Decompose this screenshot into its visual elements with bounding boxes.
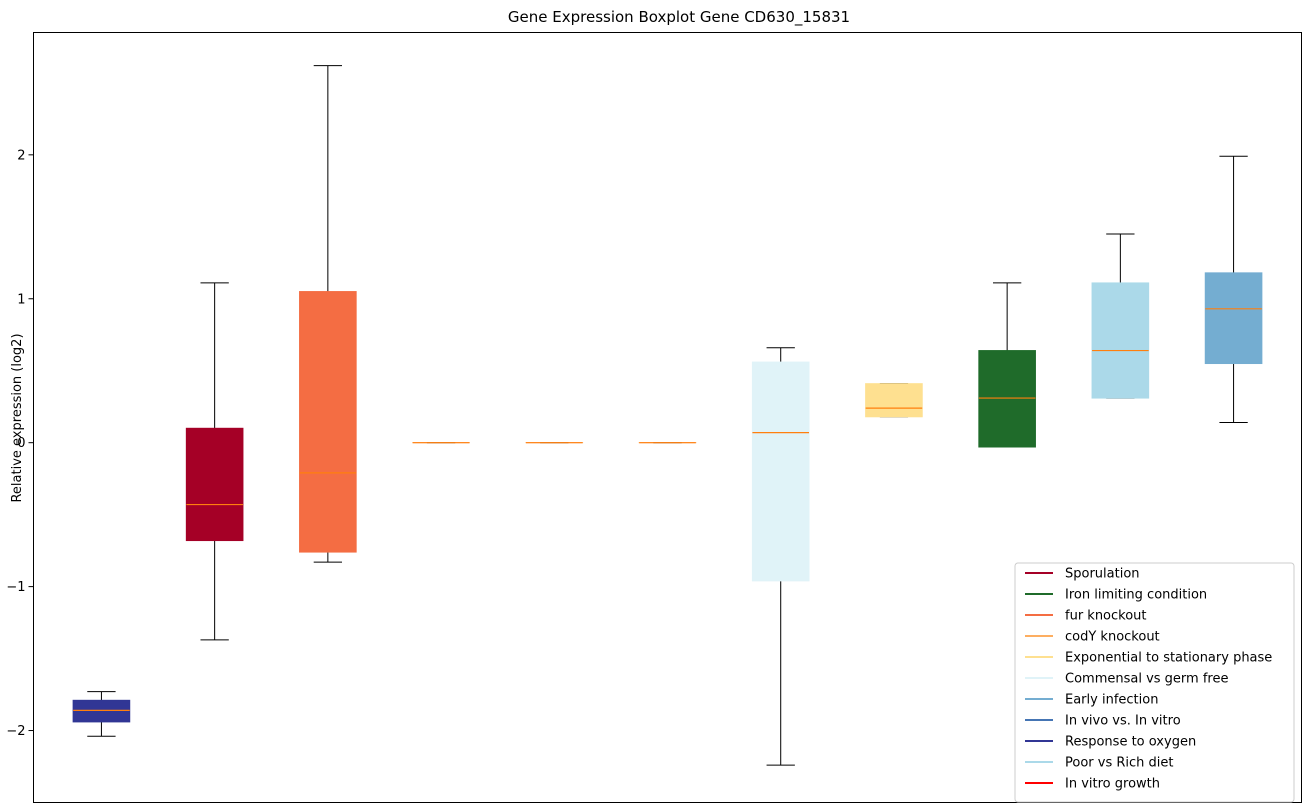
box-iqr bbox=[299, 291, 357, 553]
box-iqr bbox=[978, 350, 1036, 448]
box-iqr bbox=[1204, 272, 1263, 365]
box-iqr bbox=[185, 427, 244, 542]
legend-label: In vitro growth bbox=[1065, 777, 1160, 792]
y-axis: −2 −1 0 1 2 bbox=[6, 148, 34, 739]
box-iqr bbox=[1091, 282, 1150, 399]
plot-frame bbox=[33, 32, 1302, 803]
y-tick-label: 2 bbox=[17, 148, 25, 163]
y-tick-label: 1 bbox=[17, 292, 25, 307]
y-tick-label: −2 bbox=[6, 724, 25, 739]
y-tick-label: 0 bbox=[17, 436, 25, 451]
legend-label: Exponential to stationary phase bbox=[1065, 651, 1272, 666]
legend-label: In vivo vs. In vitro bbox=[1065, 714, 1181, 729]
box-group bbox=[185, 282, 244, 641]
box-group bbox=[299, 65, 357, 563]
box-group bbox=[1204, 155, 1263, 424]
box-group bbox=[1091, 233, 1150, 399]
legend-label: Early infection bbox=[1065, 693, 1158, 708]
legend-label: Poor vs Rich diet bbox=[1065, 756, 1173, 771]
legend-label: Commensal vs germ free bbox=[1065, 672, 1228, 687]
y-tick-label: −1 bbox=[6, 580, 25, 595]
box-group bbox=[978, 282, 1036, 448]
legend: Sporulation Iron limiting condition fur kn… bbox=[1014, 562, 1295, 803]
box-iqr bbox=[865, 383, 923, 418]
legend-label: Sporulation bbox=[1065, 567, 1140, 582]
legend-label: Iron limiting condition bbox=[1065, 588, 1207, 603]
box-iqr bbox=[751, 361, 810, 582]
legend-label: Response to oxygen bbox=[1065, 735, 1196, 750]
plot-area bbox=[72, 65, 1263, 766]
box-group bbox=[72, 691, 131, 737]
legend-label: codY knockout bbox=[1065, 630, 1160, 645]
legend-label: fur knockout bbox=[1065, 609, 1147, 624]
legend-frame bbox=[1014, 562, 1295, 803]
chart-title: Gene Expression Boxplot Gene CD630_15831 bbox=[508, 8, 850, 27]
box-group bbox=[865, 383, 923, 418]
box-group bbox=[751, 347, 810, 766]
y-axis-label: Relative expression (log2) bbox=[10, 333, 25, 502]
box-iqr bbox=[72, 699, 131, 723]
